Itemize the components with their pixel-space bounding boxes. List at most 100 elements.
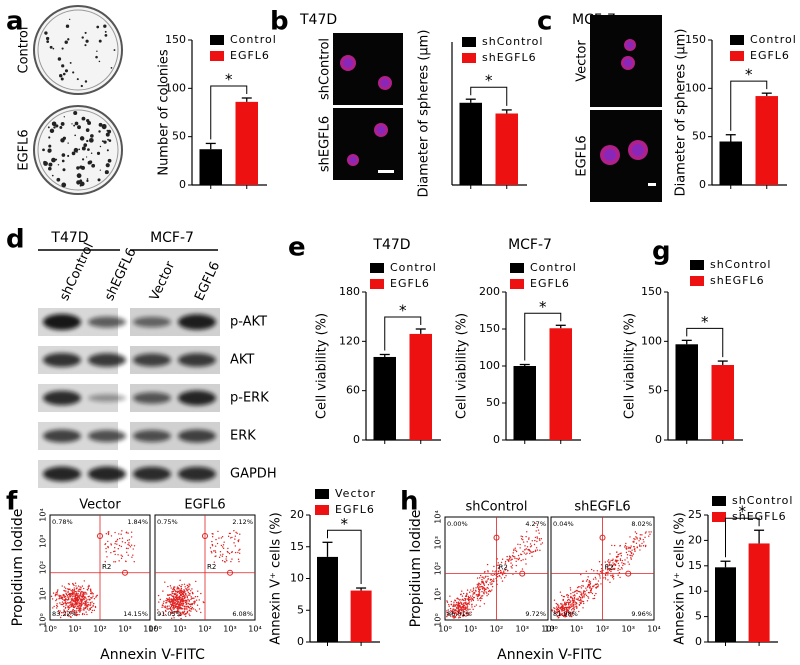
flow-event xyxy=(166,608,168,610)
flow-event xyxy=(118,560,120,562)
flow-event xyxy=(520,538,523,540)
flow-event xyxy=(568,605,570,608)
flow-event xyxy=(79,599,82,601)
flow-event xyxy=(466,604,469,606)
flow-event xyxy=(90,597,92,599)
flow-event xyxy=(120,554,122,556)
flow-event xyxy=(491,581,493,583)
flow-event xyxy=(464,611,466,613)
flow-event xyxy=(66,598,68,601)
flow-event xyxy=(74,613,77,615)
flow-event xyxy=(182,591,185,594)
flow-event xyxy=(524,545,526,547)
flow-event xyxy=(477,595,479,598)
flow-event xyxy=(564,613,567,615)
sphere-core xyxy=(626,41,634,49)
flow-event xyxy=(567,594,570,597)
flow-event xyxy=(593,597,596,600)
legend-label: Control xyxy=(750,33,797,46)
flow-event xyxy=(636,538,638,540)
flow-event xyxy=(74,601,77,603)
colony xyxy=(86,139,89,143)
flow-event xyxy=(467,611,469,614)
flow-event xyxy=(616,551,618,553)
flow-event xyxy=(575,598,578,600)
flow-event xyxy=(78,590,80,593)
flow-event xyxy=(535,547,538,549)
legend-swatch xyxy=(510,263,524,273)
flow-event xyxy=(525,563,527,565)
flow-event xyxy=(172,612,175,614)
gate-label: R2 xyxy=(102,563,111,571)
flow-event xyxy=(127,554,129,556)
blot-band xyxy=(178,390,216,406)
colony xyxy=(103,140,107,144)
flow-event xyxy=(454,599,457,602)
colony xyxy=(105,163,110,168)
flow-event xyxy=(453,617,456,619)
flow-event xyxy=(635,532,638,535)
flow-event xyxy=(455,614,457,616)
flow-event xyxy=(584,593,587,595)
plate xyxy=(33,5,123,95)
legend-label: EGFL6 xyxy=(390,277,430,290)
flow-event xyxy=(157,594,160,597)
colony xyxy=(76,180,81,185)
flow-event xyxy=(185,601,187,604)
flow-event xyxy=(472,598,474,601)
flow-event xyxy=(180,591,183,593)
flow-event xyxy=(190,596,192,598)
flow-y-tick: 10⁰ xyxy=(434,613,443,626)
flow-event xyxy=(520,535,522,537)
colony xyxy=(81,146,86,151)
flow-event xyxy=(229,537,232,539)
colony xyxy=(96,151,101,155)
flow-event xyxy=(188,583,190,585)
flow-event xyxy=(454,604,456,606)
blot-band xyxy=(133,316,171,328)
colony xyxy=(84,80,88,83)
flow-event xyxy=(517,554,520,557)
flow-event xyxy=(85,606,88,608)
flow-event xyxy=(186,603,188,605)
flow-event xyxy=(128,539,131,541)
flow-event xyxy=(176,586,179,588)
flow-event xyxy=(561,606,563,608)
flow-event xyxy=(132,548,134,550)
flow-event xyxy=(120,557,123,560)
flow-event xyxy=(563,610,565,612)
flow-event xyxy=(59,597,62,599)
flow-event xyxy=(92,595,94,597)
flow-event xyxy=(79,610,81,613)
y-tick-label: 100 xyxy=(685,81,706,94)
colony xyxy=(55,124,59,128)
colony xyxy=(103,24,107,28)
flow-event xyxy=(179,594,182,597)
flow-event xyxy=(566,608,568,611)
flow-event xyxy=(471,606,473,608)
flow-event xyxy=(67,593,70,596)
flow-event xyxy=(238,552,241,554)
flow-y-tick: 10¹ xyxy=(39,587,48,600)
colony xyxy=(97,178,101,182)
flow-event xyxy=(565,615,568,618)
y-tick-label: 15 xyxy=(290,540,304,553)
flow-event xyxy=(620,555,623,557)
flow-event xyxy=(74,605,77,607)
y-tick-label: 5 xyxy=(297,603,304,616)
flow-event xyxy=(215,538,217,541)
flow-event xyxy=(581,593,583,595)
flow-event xyxy=(602,577,604,579)
colony xyxy=(62,72,66,76)
flow-event xyxy=(569,612,571,614)
flow-event xyxy=(55,592,57,594)
flow-event xyxy=(617,559,619,562)
flow-event xyxy=(576,592,578,595)
flow-event xyxy=(50,595,53,598)
flow-event xyxy=(70,589,72,592)
flow-event xyxy=(492,570,494,572)
flow-event xyxy=(63,596,65,598)
flow-event xyxy=(178,606,180,608)
flow-event xyxy=(500,561,503,564)
flow-event xyxy=(74,611,76,614)
